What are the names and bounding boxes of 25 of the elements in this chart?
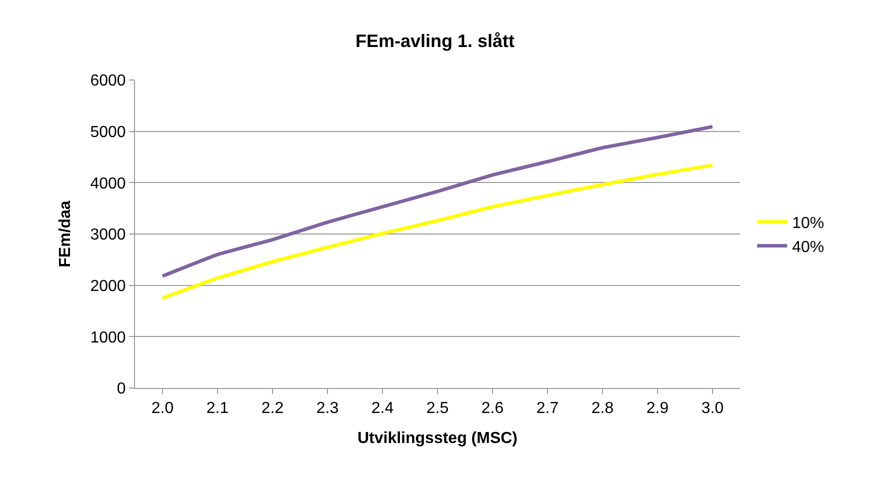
y-tick-label: 6000: [90, 72, 126, 90]
y-tick-label: 4000: [90, 175, 126, 192]
x-tick-label: 2.6: [481, 400, 504, 418]
legend-label: 10%: [792, 215, 824, 232]
x-tick-label: 2.3: [316, 400, 339, 418]
x-tick-label: 2.0: [151, 400, 174, 418]
x-tick-label: 2.5: [426, 400, 449, 418]
legend-label: 40%: [792, 238, 824, 256]
x-tick-label: 2.7: [536, 400, 559, 418]
y-tick-label: 5000: [90, 124, 126, 141]
x-tick-label: 2.9: [646, 400, 669, 418]
line-series: [160, 124, 714, 278]
chart-title: FEm-avling 1. slått: [355, 31, 515, 52]
y-tick-label: 3000: [90, 226, 126, 244]
x-tick-label: 2.8: [591, 400, 614, 418]
y-axis-title: FEm/daa: [57, 200, 74, 268]
y-tick-label: 2000: [90, 278, 126, 295]
y-tick-label: 1000: [90, 329, 126, 346]
x-tick-label: 3.0: [701, 400, 724, 418]
x-axis-title: Utviklingssteg (MSC): [357, 430, 518, 447]
y-tick-label: 0: [116, 380, 126, 398]
x-tick-label: 2.1: [206, 400, 229, 418]
line-series: [160, 163, 714, 300]
x-tick-label: 2.4: [371, 400, 394, 418]
x-tick-label: 2.2: [261, 400, 284, 418]
